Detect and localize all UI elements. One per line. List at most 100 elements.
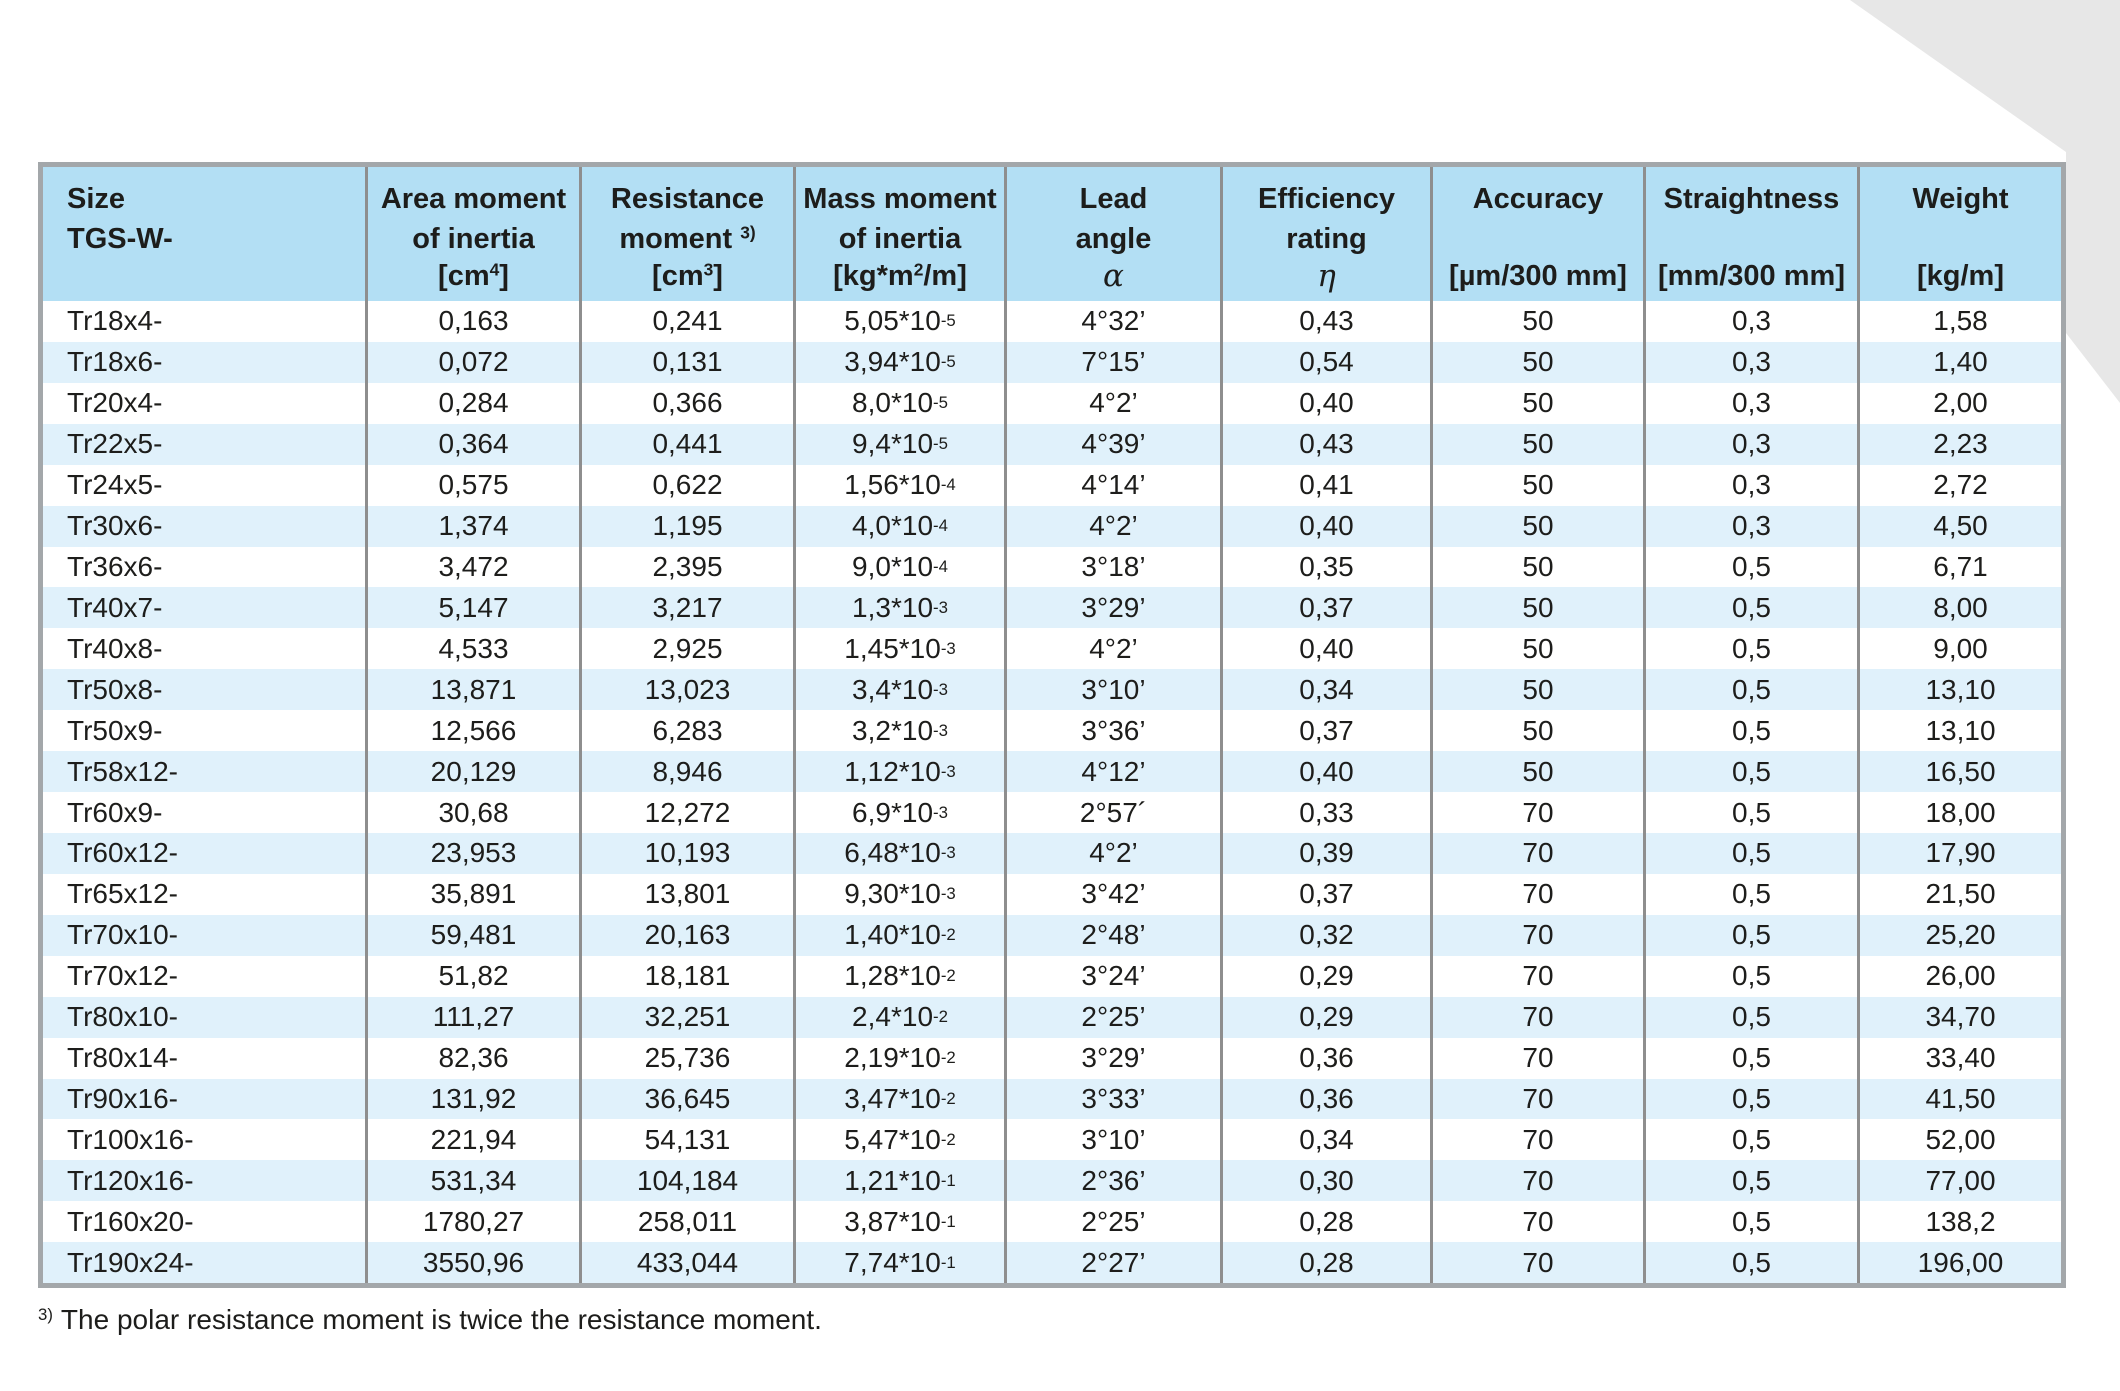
table-cell: 20,129 [365, 751, 579, 793]
table-cell: 0,28 [1220, 1242, 1430, 1284]
table-cell: Tr70x10- [67, 919, 179, 951]
column-header-accuracy: Accuracy [µm/300 mm] [1430, 167, 1643, 301]
table-cell: Tr60x9- [67, 796, 163, 828]
table-row: Tr36x6- 3,472 2,395 9,0*10 -4 3°18’ 0,35 50 0,5 6… [43, 546, 2061, 588]
table-cell: 0,37 [1220, 873, 1430, 915]
table-cell: 0,163 [365, 301, 579, 342]
table-cell: 3°10’ [1004, 1119, 1220, 1161]
table-cell: 1,40*10 -2 [793, 914, 1004, 956]
table-cell: 0,5 [1643, 710, 1857, 752]
table-cell: 0,072 [365, 341, 579, 383]
table-cell: 258,011 [579, 1201, 793, 1243]
table-cell: 3,217 [579, 587, 793, 629]
table-cell: 70 [1430, 1160, 1643, 1202]
column-header-size: Size TGS-W- [67, 183, 173, 255]
table-cell: 50 [1430, 628, 1643, 670]
table-cell: 70 [1430, 914, 1643, 956]
table-cell: 2,72 [1857, 464, 2061, 506]
table-cell: 3°29’ [1004, 1037, 1220, 1079]
table-cell: 25,736 [579, 1037, 793, 1079]
table-cell: 0,3 [1643, 464, 1857, 506]
table-cell: 20,163 [579, 914, 793, 956]
table-cell: 0,35 [1220, 546, 1430, 588]
table-cell: 59,481 [365, 914, 579, 956]
table-cell: 9,30*10 -3 [793, 873, 1004, 915]
table-row: Tr70x12- 51,82 18,181 1,28*10 -2 3°24’ 0,29 70 0… [43, 955, 2061, 997]
table-cell: 1,28*10 -2 [793, 955, 1004, 997]
table-cell: 0,3 [1643, 423, 1857, 465]
table-cell: 0,5 [1643, 1242, 1857, 1284]
table-cell: 50 [1430, 751, 1643, 793]
table-cell: 0,43 [1220, 301, 1430, 342]
table-cell: 2°27’ [1004, 1242, 1220, 1284]
table-cell: Tr40x8- [67, 632, 163, 664]
table-cell: 0,3 [1643, 341, 1857, 383]
table-cell: 50 [1430, 587, 1643, 629]
table-cell: 32,251 [579, 996, 793, 1038]
table-cell: Tr160x20- [67, 1205, 194, 1237]
table-cell: 1,195 [579, 505, 793, 547]
table-cell: Tr120x16- [67, 1164, 194, 1196]
table-cell: Tr22x5- [67, 428, 163, 460]
table-cell: 0,241 [579, 301, 793, 342]
table-cell: 1,12*10 -3 [793, 751, 1004, 793]
table-cell: 0,366 [579, 382, 793, 424]
table-cell: 51,82 [365, 955, 579, 997]
table-cell: Tr190x24- [67, 1246, 194, 1278]
table-cell: 50 [1430, 301, 1643, 342]
table-cell: 33,40 [1857, 1037, 2061, 1079]
table-cell: 2°25’ [1004, 996, 1220, 1038]
table-body: Tr18x4- 0,163 0,241 5,05*10 -5 4°32’ 0,43 50 0,3… [43, 301, 2061, 1284]
table-cell: 3°18’ [1004, 546, 1220, 588]
table-cell: Tr36x6- [67, 550, 163, 582]
table-cell: 0,5 [1643, 832, 1857, 874]
table-cell: 0,622 [579, 464, 793, 506]
table-cell: 0,5 [1643, 955, 1857, 997]
table-cell: Tr60x12- [67, 837, 179, 869]
table-cell: 10,193 [579, 832, 793, 874]
table-cell: 0,40 [1220, 382, 1430, 424]
table-cell: 1,56*10 -4 [793, 464, 1004, 506]
table-cell: 25,20 [1857, 914, 2061, 956]
table-cell: 433,044 [579, 1242, 793, 1284]
table-cell: 0,36 [1220, 1037, 1430, 1079]
table-cell: 17,90 [1857, 832, 2061, 874]
table-cell: 196,00 [1857, 1242, 2061, 1284]
table-cell: 3°36’ [1004, 710, 1220, 752]
table-cell: 23,953 [365, 832, 579, 874]
table-cell: 21,50 [1857, 873, 2061, 915]
table-cell: 0,5 [1643, 1201, 1857, 1243]
table-cell: 12,272 [579, 792, 793, 833]
table-cell: 4°2’ [1004, 628, 1220, 670]
table-cell: 18,181 [579, 955, 793, 997]
table-cell: 5,147 [365, 587, 579, 629]
table-cell: 0,3 [1643, 301, 1857, 342]
table-cell: 2,925 [579, 628, 793, 670]
table-cell: 0,5 [1643, 1037, 1857, 1079]
table-cell: Tr40x7- [67, 591, 163, 623]
table-cell: 1,45*10 -3 [793, 628, 1004, 670]
table-cell: 1,58 [1857, 301, 2061, 342]
table-cell: 0,33 [1220, 792, 1430, 833]
table-cell: 12,566 [365, 710, 579, 752]
table-cell: 531,34 [365, 1160, 579, 1202]
table-cell: 3,2*10 -3 [793, 710, 1004, 752]
table-cell: 0,575 [365, 464, 579, 506]
table-row: Tr60x12- 23,953 10,193 6,48*10 -3 4°2’ 0,39 70 0… [43, 832, 2061, 874]
table-cell: 0,30 [1220, 1160, 1430, 1202]
table-cell: 6,9*10 -3 [793, 792, 1004, 833]
table-cell: 41,50 [1857, 1078, 2061, 1120]
table-cell: 5,05*10 -5 [793, 301, 1004, 342]
table-row: Tr20x4- 0,284 0,366 8,0*10 -5 4°2’ 0,40 50 0,3 2,… [43, 382, 2061, 424]
table-cell: 0,28 [1220, 1201, 1430, 1243]
table-cell: 2,19*10 -2 [793, 1037, 1004, 1079]
column-header-resistance-moment: Resistance moment 3) [cm3] [579, 167, 793, 301]
table-cell: Tr65x12- [67, 878, 179, 910]
table-cell: 4°2’ [1004, 505, 1220, 547]
table-cell: 9,4*10 -5 [793, 423, 1004, 465]
table-row: Tr24x5- 0,575 0,622 1,56*10 -4 4°14’ 0,41 50 0,3… [43, 464, 2061, 506]
table-cell: 54,131 [579, 1119, 793, 1161]
table-cell: 3550,96 [365, 1242, 579, 1284]
table-cell: 13,871 [365, 669, 579, 711]
